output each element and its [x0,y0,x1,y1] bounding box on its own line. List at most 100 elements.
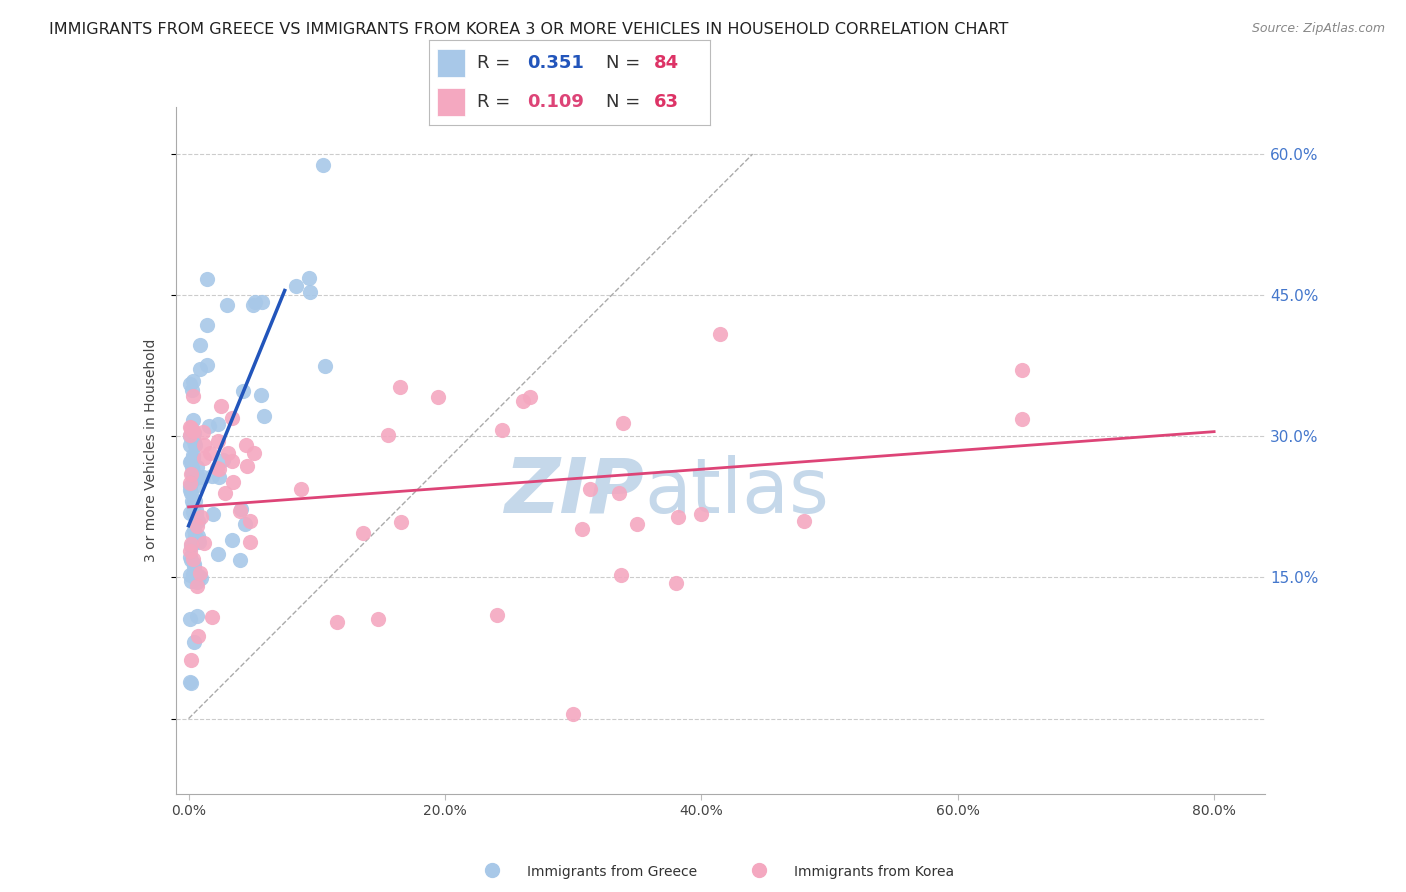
Point [748,863,770,877]
Point [562,706,585,721]
Point [208,461,231,475]
Point [181,374,204,388]
Point [187,629,209,643]
Point [188,534,211,549]
Text: Source: ZipAtlas.com: Source: ZipAtlas.com [1251,22,1385,36]
Point [239,515,262,529]
Point [180,467,202,481]
Point [236,458,259,473]
Point [367,612,389,626]
Point [181,448,204,462]
Point [250,294,273,309]
Point [239,534,262,549]
Text: 63: 63 [654,93,679,111]
Point [232,384,254,399]
Point [352,526,374,541]
Point [179,483,201,498]
Point [314,359,336,374]
Point [181,389,204,403]
Point [180,459,202,474]
Point [186,507,208,521]
Point [426,390,449,404]
Point [179,568,201,582]
Text: R =: R = [477,93,516,111]
Point [186,460,208,475]
Bar [437,49,465,78]
Point [179,674,201,689]
Text: N =: N = [606,93,645,111]
Point [184,528,207,542]
Point [229,553,252,567]
Text: IMMIGRANTS FROM GREECE VS IMMIGRANTS FROM KOREA 3 OR MORE VEHICLES IN HOUSEHOLD : IMMIGRANTS FROM GREECE VS IMMIGRANTS FRO… [49,22,1008,37]
Point [186,478,208,492]
Point [512,393,534,408]
Point [243,294,266,309]
Point [290,482,312,496]
Y-axis label: 3 or more Vehicles in Household: 3 or more Vehicles in Household [143,339,157,562]
Point [181,465,204,479]
Point [186,519,208,533]
Point [249,388,271,402]
Point [388,380,411,394]
Point [195,358,218,372]
Point [609,567,631,582]
Point [209,399,232,413]
Point [243,445,266,459]
Point [311,158,333,172]
Point [191,425,214,439]
Point [181,527,204,541]
Point [179,455,201,469]
Point [184,502,207,516]
Point [187,533,209,548]
Point [183,635,205,649]
Text: Immigrants from Greece: Immigrants from Greece [527,865,697,880]
Point [229,501,252,516]
Point [665,575,688,590]
Point [187,470,209,484]
Point [181,413,204,427]
Point [179,429,201,443]
Point [179,428,201,442]
Point [201,610,224,624]
Point [668,510,690,524]
Point [181,493,204,508]
Point [215,298,238,312]
Point [193,438,215,452]
Point [183,425,205,440]
Point [195,318,218,332]
Point [299,285,322,299]
Point [214,485,236,500]
Point [195,271,218,285]
Point [183,434,205,449]
Point [179,419,201,434]
Point [211,452,233,467]
Point [188,337,211,351]
Text: R =: R = [477,54,516,72]
Point [181,451,204,466]
Text: 0.109: 0.109 [527,93,583,111]
Point [181,467,204,481]
Point [180,653,202,667]
Point [612,416,634,430]
Point [179,506,201,520]
Point [207,547,229,561]
Point [180,486,202,500]
Point [190,571,212,585]
Point [191,470,214,484]
Point [207,434,229,448]
Point [579,483,602,497]
Point [187,529,209,543]
Text: 0.351: 0.351 [527,54,583,72]
Point [181,552,204,566]
Point [183,438,205,452]
Point [193,536,215,550]
Text: N =: N = [606,54,645,72]
Point [222,475,245,489]
Point [298,271,321,285]
Point [1011,363,1033,377]
Bar [437,87,465,116]
Point [179,377,201,392]
Text: ZIP: ZIP [505,455,644,529]
Point [179,475,201,490]
Point [186,579,208,593]
